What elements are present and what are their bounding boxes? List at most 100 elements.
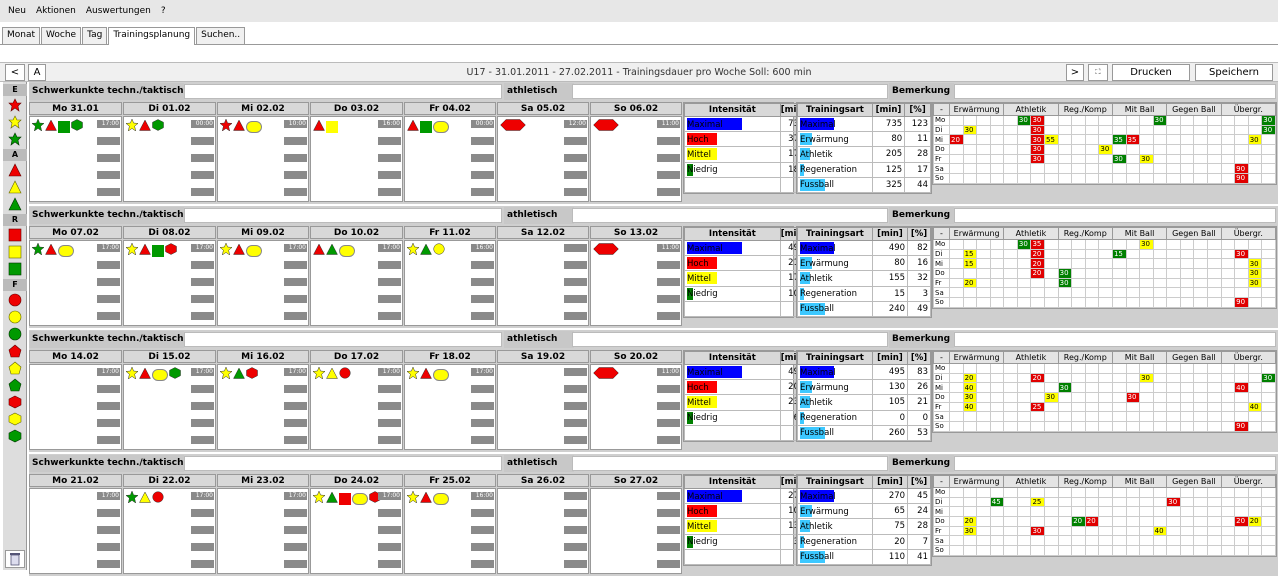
day-cell[interactable]: 00:00 xyxy=(404,116,496,202)
grid-cell[interactable] xyxy=(1125,124,1141,136)
session-slot[interactable] xyxy=(657,543,680,551)
grid-cell[interactable] xyxy=(1003,363,1018,374)
session-slot[interactable] xyxy=(378,137,401,145)
grid-cell[interactable] xyxy=(1261,268,1276,279)
grid-cell[interactable] xyxy=(1057,115,1073,126)
grid-cell[interactable] xyxy=(1152,516,1168,527)
tri-icon[interactable] xyxy=(139,243,151,258)
grid-cell[interactable] xyxy=(1084,421,1100,432)
grid-cell[interactable] xyxy=(1193,382,1208,394)
grid-cell[interactable] xyxy=(1016,163,1032,175)
grid-cell[interactable] xyxy=(1071,496,1086,508)
grid-cell[interactable] xyxy=(1016,144,1032,155)
grid-cell[interactable] xyxy=(1030,535,1046,547)
grid-cell[interactable] xyxy=(1057,392,1073,403)
tri-icon[interactable] xyxy=(139,491,151,506)
grid-cell[interactable] xyxy=(1261,277,1276,289)
grid-value-cell[interactable]: 15 xyxy=(962,248,978,260)
grid-cell[interactable] xyxy=(1111,421,1127,432)
grid-cell[interactable] xyxy=(1098,277,1113,289)
session-slot[interactable] xyxy=(97,560,120,568)
tri-icon[interactable] xyxy=(313,119,325,134)
grid-cell[interactable] xyxy=(1016,506,1032,518)
grid-cell[interactable] xyxy=(1234,487,1249,498)
session-slot[interactable]: 17:00 xyxy=(97,492,120,500)
session-slot[interactable] xyxy=(564,560,587,568)
grid-cell[interactable] xyxy=(1044,525,1059,537)
grid-cell[interactable] xyxy=(1125,115,1141,126)
grid-value-cell[interactable]: 30 xyxy=(1057,268,1073,279)
grid-cell[interactable] xyxy=(1152,506,1168,518)
grid-cell[interactable] xyxy=(989,545,1005,556)
grid-cell[interactable] xyxy=(1003,372,1018,384)
grid-cell[interactable] xyxy=(1003,258,1018,270)
grid-cell[interactable] xyxy=(976,382,991,394)
grid-cell[interactable] xyxy=(1084,535,1100,547)
grid-cell[interactable] xyxy=(1111,382,1127,394)
grid-cell[interactable] xyxy=(1234,144,1249,155)
grid-cell[interactable] xyxy=(1234,115,1249,126)
grid-cell[interactable] xyxy=(1111,287,1127,299)
grid-cell[interactable] xyxy=(1111,115,1127,126)
grid-cell[interactable] xyxy=(1166,516,1181,527)
grid-cell[interactable] xyxy=(1125,239,1141,250)
grid-value-cell[interactable]: 90 xyxy=(1234,297,1249,308)
grid-value-cell[interactable]: 40 xyxy=(962,382,978,394)
grid-cell[interactable] xyxy=(1016,516,1032,527)
grid-cell[interactable] xyxy=(1193,506,1208,518)
grid-cell[interactable] xyxy=(1166,297,1181,308)
session-slot[interactable] xyxy=(471,171,494,179)
grid-cell[interactable] xyxy=(949,239,964,250)
session-slot[interactable] xyxy=(284,278,307,286)
grid-cell[interactable] xyxy=(1125,297,1141,308)
session-slot[interactable] xyxy=(97,188,120,196)
session-slot[interactable] xyxy=(471,295,494,303)
grid-cell[interactable] xyxy=(1179,372,1195,384)
session-slot[interactable] xyxy=(191,526,214,534)
grid-cell[interactable] xyxy=(1057,421,1073,432)
grid-cell[interactable] xyxy=(1084,496,1100,508)
grid-cell[interactable] xyxy=(1044,287,1059,299)
star-icon[interactable] xyxy=(219,242,233,258)
grid-cell[interactable] xyxy=(1139,421,1154,432)
grid-cell[interactable] xyxy=(1016,421,1032,432)
grid-cell[interactable] xyxy=(1247,124,1263,136)
grid-cell[interactable] xyxy=(1071,506,1086,518)
grid-cell[interactable] xyxy=(976,421,991,432)
grid-cell[interactable] xyxy=(1247,525,1263,537)
day-cell[interactable]: 17:00 xyxy=(217,240,309,326)
grid-cell[interactable] xyxy=(1111,144,1127,155)
hex-icon[interactable] xyxy=(246,367,258,382)
grid-cell[interactable] xyxy=(1152,173,1168,184)
green-pentagon-icon[interactable] xyxy=(3,376,27,393)
session-slot[interactable] xyxy=(471,154,494,162)
grid-cell[interactable] xyxy=(1125,516,1141,527)
grid-cell[interactable] xyxy=(962,506,978,518)
grid-value-cell[interactable]: 15 xyxy=(962,258,978,270)
grid-cell[interactable] xyxy=(1206,525,1222,537)
grid-cell[interactable] xyxy=(1003,382,1018,394)
grid-cell[interactable] xyxy=(1030,421,1046,432)
grid-cell[interactable] xyxy=(1220,372,1236,384)
grid-cell[interactable] xyxy=(1071,163,1086,175)
grid-cell[interactable] xyxy=(1084,287,1100,299)
grid-cell[interactable] xyxy=(1071,392,1086,403)
grid-cell[interactable] xyxy=(1016,268,1032,279)
red-star-icon[interactable] xyxy=(3,96,27,113)
grid-cell[interactable] xyxy=(1247,487,1263,498)
grid-cell[interactable] xyxy=(1071,239,1086,250)
grid-cell[interactable] xyxy=(1247,411,1263,423)
grid-cell[interactable] xyxy=(989,421,1005,432)
grid-value-cell[interactable]: 30 xyxy=(1030,115,1046,126)
session-slot[interactable] xyxy=(564,278,587,286)
grid-cell[interactable] xyxy=(1098,163,1113,175)
session-slot[interactable] xyxy=(378,154,401,162)
grid-cell[interactable] xyxy=(1220,134,1236,146)
grid-cell[interactable] xyxy=(1016,372,1032,384)
grid-cell[interactable] xyxy=(1016,401,1032,413)
grid-cell[interactable] xyxy=(1044,258,1059,270)
grid-value-cell[interactable]: 30 xyxy=(1057,382,1073,394)
grid-cell[interactable] xyxy=(1152,239,1168,250)
grid-cell[interactable] xyxy=(1111,545,1127,556)
oval-icon[interactable] xyxy=(246,120,262,133)
